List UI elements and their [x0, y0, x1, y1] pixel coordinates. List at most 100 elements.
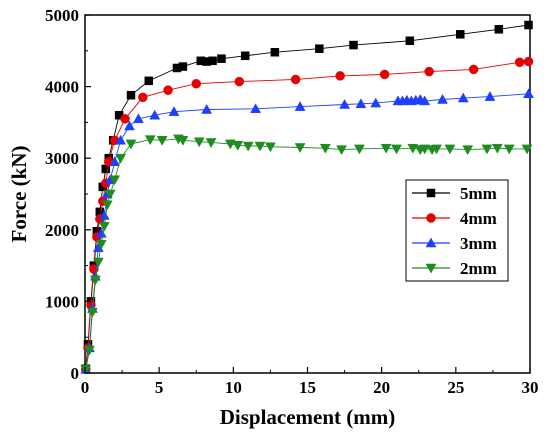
- data-point: [336, 145, 348, 156]
- data-point: [339, 98, 351, 109]
- data-point: [462, 145, 474, 156]
- data-point: [391, 144, 402, 155]
- x-tick-label: 10: [225, 378, 242, 397]
- x-tick-label: 0: [81, 378, 90, 397]
- data-point: [335, 71, 345, 81]
- data-point: [132, 113, 144, 124]
- legend-marker: [426, 188, 436, 198]
- series-layer: [80, 20, 534, 375]
- y-tick-label: 5000: [45, 6, 79, 25]
- x-tick-label: 30: [522, 378, 539, 397]
- data-point: [250, 103, 262, 114]
- data-point: [86, 307, 98, 318]
- data-point: [104, 189, 116, 200]
- data-point: [92, 257, 104, 268]
- data-point: [109, 175, 121, 186]
- data-point: [294, 101, 306, 111]
- x-tick-label: 20: [373, 378, 390, 397]
- data-point: [484, 91, 496, 101]
- legend-box: [405, 179, 509, 282]
- data-point: [168, 106, 180, 116]
- data-point: [294, 143, 306, 153]
- legend-entry-5mm: 5mm: [412, 184, 497, 203]
- data-point: [208, 56, 217, 66]
- legend-marker: [425, 237, 437, 248]
- data-point: [98, 221, 110, 232]
- y-tick-label: 1000: [45, 292, 79, 311]
- series-line-4mm: [85, 61, 529, 370]
- data-point: [163, 85, 173, 95]
- series-2mm: [80, 134, 533, 375]
- data-point: [523, 88, 534, 99]
- data-point: [523, 56, 534, 67]
- data-point: [468, 64, 479, 75]
- data-point: [444, 144, 456, 155]
- data-point: [481, 144, 493, 155]
- data-point: [120, 114, 130, 124]
- data-point: [224, 139, 236, 150]
- x-tick-label: 25: [447, 378, 464, 397]
- data-point: [144, 76, 154, 86]
- data-point: [138, 92, 148, 103]
- x-tick-label: 15: [299, 378, 316, 397]
- data-point: [264, 142, 276, 153]
- legend-label: 3mm: [460, 234, 497, 253]
- data-point: [407, 143, 419, 154]
- x-tick-label: 5: [155, 378, 164, 397]
- y-tick-label: 2000: [45, 221, 79, 240]
- data-point: [232, 141, 244, 151]
- data-point: [437, 93, 448, 104]
- data-point: [201, 103, 213, 114]
- data-point: [514, 57, 525, 68]
- data-point: [156, 136, 168, 146]
- data-point: [205, 138, 217, 148]
- data-point: [521, 144, 533, 155]
- legend-label: 2mm: [460, 259, 497, 278]
- data-point: [424, 66, 434, 77]
- data-point: [95, 239, 107, 250]
- data-point: [315, 44, 324, 53]
- data-point: [254, 141, 266, 152]
- data-point: [144, 135, 156, 146]
- data-point: [115, 134, 127, 145]
- data-point: [419, 144, 431, 155]
- data-point: [217, 54, 226, 63]
- data-point: [491, 143, 503, 154]
- legend-marker: [425, 263, 437, 274]
- legend-label: 5mm: [460, 184, 497, 203]
- data-point: [270, 47, 280, 57]
- data-point: [242, 141, 254, 152]
- data-point: [524, 20, 533, 30]
- data-point: [191, 78, 201, 89]
- legend-entry-2mm: 2mm: [412, 259, 497, 278]
- y-tick-label: 0: [71, 364, 80, 383]
- data-point: [494, 25, 504, 34]
- data-point: [115, 153, 127, 164]
- data-point: [503, 144, 515, 155]
- data-point: [290, 74, 301, 85]
- data-point: [177, 136, 189, 146]
- data-point: [370, 97, 382, 108]
- y-axis-title: Force (kN): [7, 146, 31, 243]
- data-point: [355, 98, 367, 109]
- legend-entry-3mm: 3mm: [412, 234, 497, 253]
- data-point: [431, 144, 442, 155]
- data-point: [379, 69, 390, 80]
- legend-entry-4mm: 4mm: [412, 209, 497, 228]
- data-point: [349, 40, 358, 50]
- data-point: [457, 92, 469, 103]
- legend-marker: [426, 213, 436, 223]
- data-point: [240, 51, 250, 61]
- y-tick-label: 3000: [45, 149, 79, 168]
- data-point: [234, 76, 245, 87]
- data-point: [124, 120, 135, 131]
- data-point: [80, 365, 92, 375]
- data-point: [380, 143, 392, 154]
- data-point: [456, 30, 465, 39]
- data-point: [84, 345, 95, 356]
- y-tick-label: 4000: [45, 78, 79, 97]
- data-point: [353, 144, 365, 155]
- data-point: [178, 62, 188, 71]
